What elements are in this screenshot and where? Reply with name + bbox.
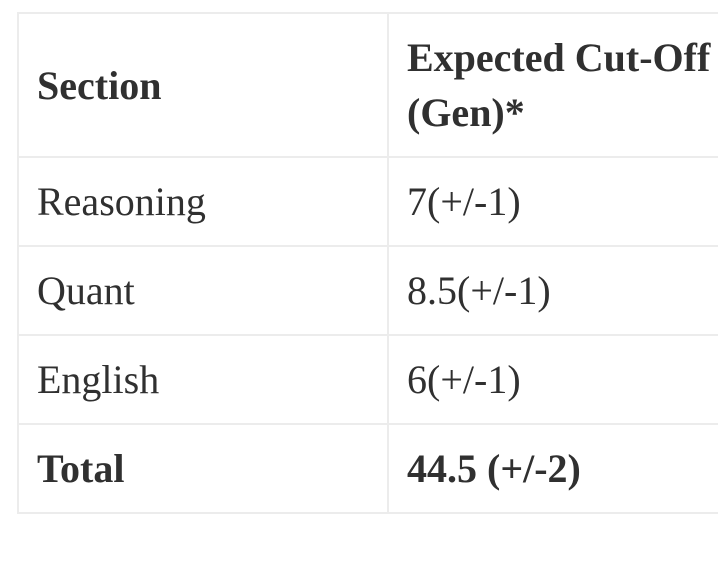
row-section-cell: Total — [17, 423, 389, 514]
table-row: Total 44.5 (+/-2) — [17, 423, 718, 514]
table-row: English 6(+/-1) — [17, 334, 718, 425]
column-header-expected-cutoff: Expected Cut-Off (Gen)* — [387, 12, 718, 158]
row-section-cell: Quant — [17, 245, 389, 336]
row-cutoff-cell: 7(+/-1) — [387, 156, 718, 247]
table-row: Reasoning 7(+/-1) — [17, 156, 718, 247]
row-cutoff-cell: 44.5 (+/-2) — [387, 423, 718, 514]
table-row: Quant 8.5(+/-1) — [17, 245, 718, 336]
row-section-cell: English — [17, 334, 389, 425]
table-header-row: Section Expected Cut-Off (Gen)* — [17, 12, 718, 158]
row-cutoff-cell: 6(+/-1) — [387, 334, 718, 425]
cutoff-table-container: Section Expected Cut-Off (Gen)* Reasonin… — [17, 12, 718, 514]
column-header-section: Section — [17, 12, 389, 158]
row-cutoff-cell: 8.5(+/-1) — [387, 245, 718, 336]
expected-cutoff-table: Section Expected Cut-Off (Gen)* Reasonin… — [17, 12, 718, 514]
table-body: Reasoning 7(+/-1) Quant 8.5(+/-1) English 6(+… — [17, 156, 718, 514]
row-section-cell: Reasoning — [17, 156, 389, 247]
